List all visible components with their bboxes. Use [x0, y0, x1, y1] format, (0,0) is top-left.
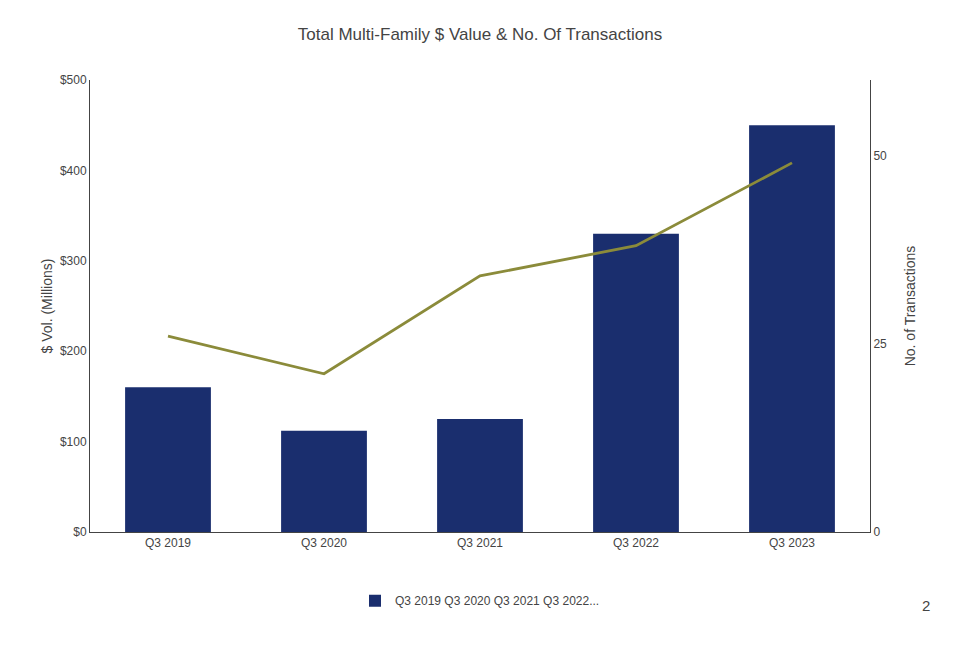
svg-text:0: 0 — [873, 525, 880, 539]
svg-text:$200: $200 — [60, 344, 87, 358]
svg-text:No. of Transactions: No. of Transactions — [902, 246, 918, 367]
svg-text:$ Vol. (Millions): $ Vol. (Millions) — [39, 259, 55, 354]
svg-text:Total Multi-Family $ Value & N: Total Multi-Family $ Value & No. Of Tran… — [298, 25, 662, 44]
svg-text:Q3 2023: Q3 2023 — [769, 536, 815, 550]
svg-text:$400: $400 — [60, 164, 87, 178]
svg-text:$0: $0 — [73, 525, 87, 539]
svg-text:Q3 2021: Q3 2021 — [457, 536, 503, 550]
svg-text:2: 2 — [922, 597, 930, 614]
svg-text:$100: $100 — [60, 435, 87, 449]
svg-text:$500: $500 — [60, 73, 87, 87]
svg-text:25: 25 — [873, 337, 887, 351]
svg-text:Q3 2019 Q3 2020 Q3 2021 Q3 202: Q3 2019 Q3 2020 Q3 2021 Q3 2022... — [395, 594, 599, 608]
svg-text:$300: $300 — [60, 254, 87, 268]
svg-text:50: 50 — [873, 149, 887, 163]
svg-text:Q3 2020: Q3 2020 — [301, 536, 347, 550]
svg-text:Q3 2019: Q3 2019 — [145, 536, 191, 550]
svg-text:Q3 2022: Q3 2022 — [613, 536, 659, 550]
